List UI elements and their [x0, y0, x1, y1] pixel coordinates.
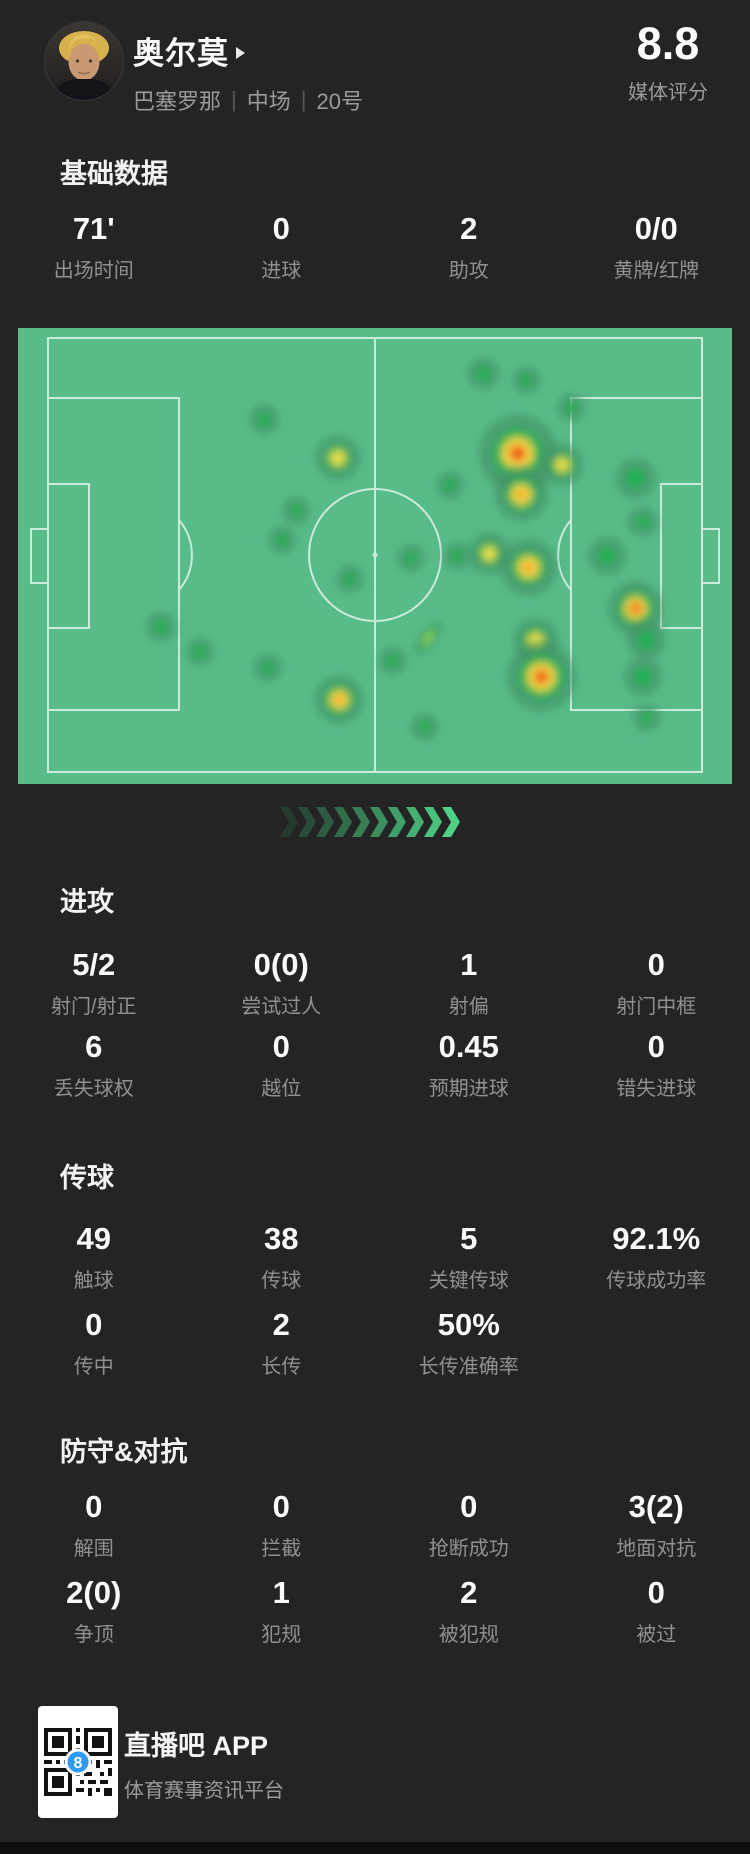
section-title-basic: 基础数据 [60, 159, 168, 189]
basic-stats-grid: 71' 出场时间 0 进球 2 助攻 0/0 黄牌/红牌 [0, 212, 750, 283]
defense-stats-row2: 2(0) 争顶 1 犯规 2 被犯规 0 被过 [0, 1576, 750, 1647]
stat-tackles-won: 0 抢断成功 [428, 1489, 509, 1561]
separator: | [300, 87, 307, 112]
stat-cards: 0/0 黄牌/红牌 [613, 211, 700, 283]
caret-right-icon [236, 46, 245, 59]
section-title-passing: 传球 [60, 1163, 114, 1193]
media-rating-value: 8.8 [636, 18, 700, 69]
stat-xg: 0.45 预期进球 [428, 1029, 509, 1101]
stat-long-balls: 2 长传 [261, 1307, 302, 1379]
rating-block: 8.8 媒体评分 [628, 20, 708, 105]
media-rating-label: 媒体评分 [628, 82, 708, 104]
stat-offsides: 0 越位 [261, 1029, 302, 1101]
stat-clearances: 0 解围 [73, 1489, 114, 1561]
bottom-bar [0, 1842, 750, 1854]
separator: | [231, 87, 237, 112]
stat-assists: 2 助攻 [448, 211, 489, 283]
qr-badge-8: 8 [74, 1755, 83, 1772]
section-title-attack: 进攻 [60, 887, 114, 917]
stat-big-chance-missed: 0 错失进球 [616, 1029, 697, 1101]
player-avatar[interactable] [45, 22, 123, 100]
header: 奥尔莫 巴塞罗那 | 中场 | 20号 8.8 媒体评分 [45, 20, 710, 120]
chevron-divider [0, 806, 750, 838]
stat-fouls: 1 犯规 [261, 1575, 302, 1647]
stat-blocks: 0 拦截 [261, 1489, 302, 1561]
stat-shots: 5/2 射门/射正 [50, 947, 137, 1019]
stat-long-ball-accuracy: 50% 长传准确率 [418, 1307, 519, 1379]
stat-passes: 38 传球 [261, 1221, 302, 1293]
attack-stats-row1: 5/2 射门/射正 0(0) 尝试过人 1 射偏 0 射门中框 [0, 948, 750, 1019]
stat-woodwork: 0 射门中框 [616, 947, 697, 1019]
player-name: 奥尔莫 [133, 36, 229, 71]
qr-code: 8 [38, 1706, 118, 1823]
player-subtitle: 巴塞罗那 | 中场 | 20号 [133, 84, 363, 116]
avatar-illustration [45, 22, 123, 100]
stat-dribbles: 0(0) 尝试过人 [241, 947, 322, 1019]
qr-code-image: 8 [38, 1706, 118, 1818]
chevron-arrows-icon [280, 807, 460, 837]
stat-possession-lost: 6 丢失球权 [53, 1029, 134, 1101]
passing-stats-row2: 0 传中 2 长传 50% 长传准确率 [0, 1308, 750, 1379]
stat-shots-off: 1 射偏 [448, 947, 489, 1019]
stat-goals: 0 进球 [261, 211, 302, 283]
stat-touches: 49 触球 [73, 1221, 114, 1293]
shirt-number: 20号 [316, 89, 363, 114]
stat-crosses: 0 传中 [73, 1307, 114, 1379]
passing-stats-row1: 49 触球 38 传球 5 关键传球 92.1% 传球成功率 [0, 1222, 750, 1293]
attack-stats-row2: 6 丢失球权 0 越位 0.45 预期进球 0 错失进球 [0, 1030, 750, 1101]
stat-aerial-duels: 2(0) 争顶 [66, 1575, 122, 1647]
team-name: 巴塞罗那 [133, 89, 222, 114]
position: 中场 [246, 89, 291, 114]
defense-stats-row1: 0 解围 0 拦截 0 抢断成功 3(2) 地面对抗 [0, 1490, 750, 1561]
section-title-defense: 防守&对抗 [60, 1437, 188, 1467]
stat-fouled: 2 被犯规 [438, 1575, 499, 1647]
stat-minutes: 71' 出场时间 [53, 211, 134, 283]
stat-pass-accuracy: 92.1% 传球成功率 [606, 1221, 707, 1293]
pitch-illustration [18, 328, 732, 784]
heatmap-spots [145, 357, 666, 741]
player-name-row[interactable]: 奥尔莫 [133, 28, 245, 73]
stat-key-passes: 5 关键传球 [428, 1221, 509, 1293]
app-tagline: 体育赛事资讯平台 [124, 1780, 284, 1802]
stat-empty [563, 1308, 750, 1379]
heatmap-pitch [18, 328, 732, 784]
stat-dribbled-past: 0 被过 [636, 1575, 677, 1647]
app-name: 直播吧 APP [124, 1731, 269, 1761]
stat-ground-duels: 3(2) 地面对抗 [616, 1489, 697, 1561]
